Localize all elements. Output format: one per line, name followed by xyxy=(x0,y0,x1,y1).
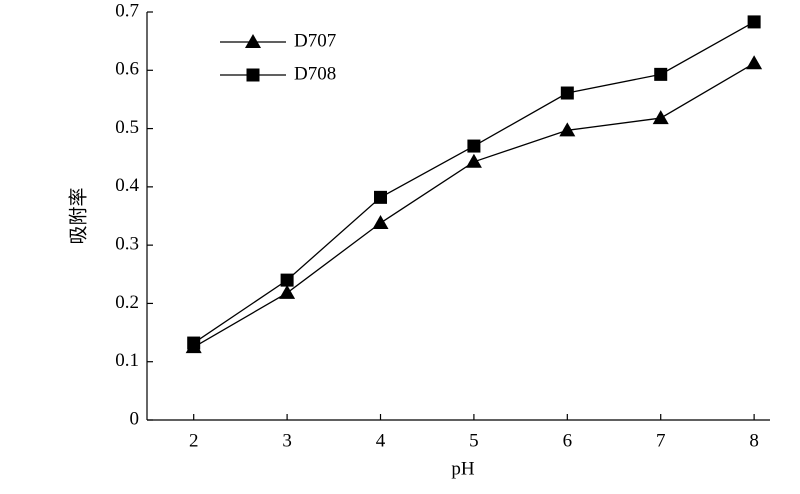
point xyxy=(372,214,389,229)
y-tick-label: 0.7 xyxy=(115,0,139,21)
point xyxy=(559,122,576,137)
x-tick-label: 7 xyxy=(656,430,666,451)
point xyxy=(374,190,388,204)
series-line xyxy=(193,21,755,344)
legend-label: D707 xyxy=(294,30,336,51)
y-tick-label: 0 xyxy=(130,408,140,429)
series-line xyxy=(193,62,755,348)
y-tick-label: 0.1 xyxy=(115,350,139,371)
legend-marker xyxy=(246,68,260,82)
point xyxy=(654,67,668,81)
point xyxy=(652,110,669,125)
point xyxy=(467,139,481,153)
y-tick-label: 0.6 xyxy=(115,59,139,80)
y-tick-label: 0.2 xyxy=(115,292,139,313)
x-tick-label: 4 xyxy=(376,430,386,451)
x-tick-label: 2 xyxy=(189,430,199,451)
y-axis-label: 吸附率 xyxy=(67,187,89,244)
point xyxy=(187,336,201,350)
point xyxy=(465,153,482,168)
y-tick-label: 0.5 xyxy=(115,117,139,138)
legend-marker xyxy=(245,34,261,48)
point xyxy=(279,284,296,299)
point xyxy=(560,86,574,100)
point xyxy=(280,273,294,287)
point xyxy=(747,15,761,29)
x-tick-label: 8 xyxy=(749,430,759,451)
y-tick-label: 0.4 xyxy=(115,175,139,196)
x-tick-label: 3 xyxy=(282,430,292,451)
x-tick-label: 6 xyxy=(563,430,573,451)
x-tick-label: 5 xyxy=(469,430,479,451)
point xyxy=(746,55,763,70)
legend-label: D708 xyxy=(294,63,336,84)
y-tick-label: 0.3 xyxy=(115,234,139,255)
x-axis-label: pH xyxy=(451,458,475,479)
